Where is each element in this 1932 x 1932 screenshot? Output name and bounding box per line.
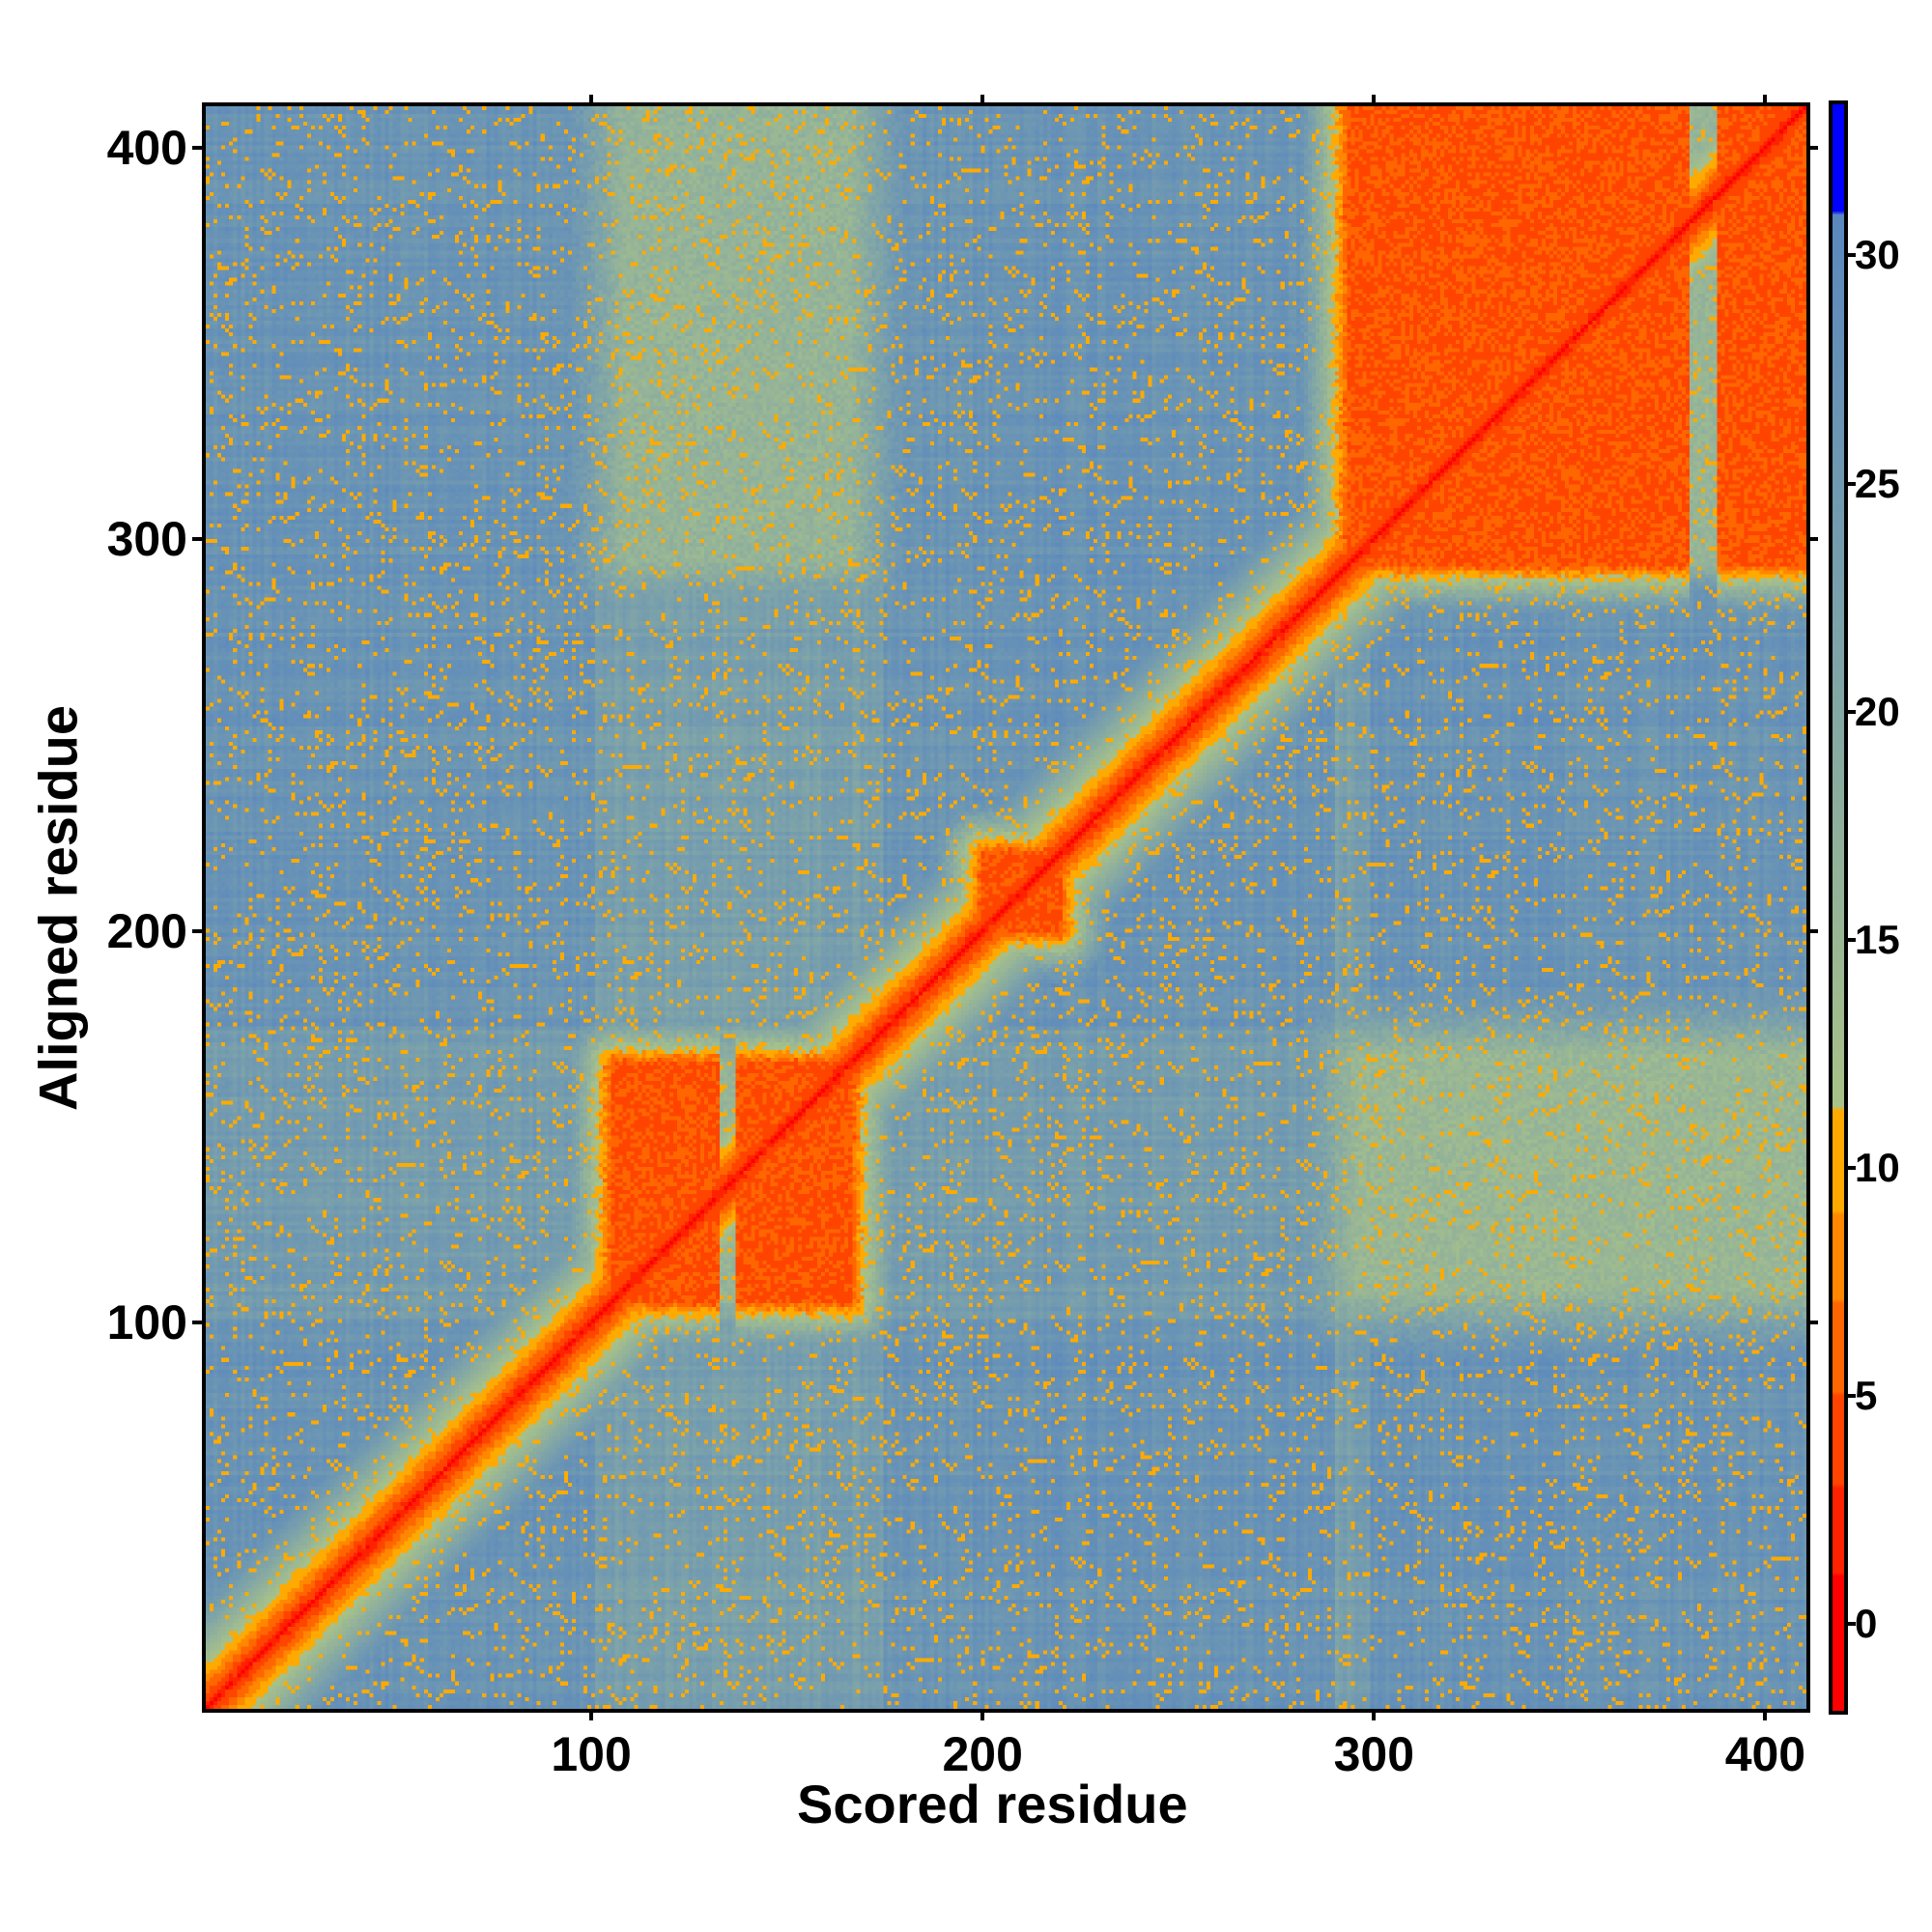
colorbar-tick-mark [1848, 1165, 1856, 1170]
x-tick-mark [589, 1711, 594, 1720]
y-tick-mark [192, 1321, 202, 1325]
y-tick-label: 400 [106, 120, 187, 175]
x-axis-title: Scored residue [797, 1774, 1188, 1834]
x-top-tick-mark [1372, 95, 1377, 102]
x-top-tick-mark [589, 95, 594, 102]
colorbar-tick-label: 25 [1855, 460, 1900, 506]
x-tick-label: 300 [1333, 1727, 1415, 1781]
colorbar-tick-label: 10 [1855, 1144, 1900, 1190]
colorbar-tick-label: 30 [1855, 232, 1900, 278]
y-tick-mark [192, 537, 202, 542]
colorbar-tick-mark [1848, 937, 1856, 942]
y-tick-label: 100 [106, 1295, 187, 1350]
x-top-tick-mark [980, 95, 985, 102]
y-axis-title: Aligned residue [27, 704, 89, 1112]
colorbar [1829, 100, 1848, 1715]
colorbar-tick-mark [1848, 253, 1856, 258]
heatmap-plot-area [202, 102, 1810, 1713]
y-tick-mark [192, 145, 202, 150]
y-tick-label: 300 [106, 512, 187, 567]
y-tick-label: 200 [106, 903, 187, 958]
colorbar-tick-label: 0 [1855, 1600, 1878, 1646]
x-tick-label: 400 [1724, 1727, 1806, 1781]
colorbar-tick-mark [1848, 709, 1856, 714]
y-right-tick-mark [1810, 1321, 1818, 1325]
x-tick-label: 200 [942, 1727, 1023, 1781]
colorbar-tick-mark [1848, 481, 1856, 486]
y-right-tick-mark [1810, 145, 1818, 150]
x-tick-mark [980, 1711, 985, 1720]
x-top-tick-mark [1763, 95, 1768, 102]
y-right-tick-mark [1810, 537, 1818, 542]
colorbar-tick-label: 15 [1855, 916, 1900, 962]
colorbar-tick-label: 20 [1855, 688, 1900, 734]
y-right-tick-mark [1810, 928, 1818, 933]
colorbar-tick-mark [1848, 1393, 1856, 1398]
colorbar-tick-label: 5 [1855, 1372, 1878, 1418]
x-tick-label: 100 [551, 1727, 632, 1781]
colorbar-gradient [1833, 104, 1844, 1711]
x-tick-mark [1763, 1711, 1768, 1720]
pae-heatmap [206, 106, 1806, 1709]
colorbar-tick-mark [1848, 1621, 1856, 1626]
x-tick-mark [1372, 1711, 1377, 1720]
y-tick-mark [192, 928, 202, 933]
